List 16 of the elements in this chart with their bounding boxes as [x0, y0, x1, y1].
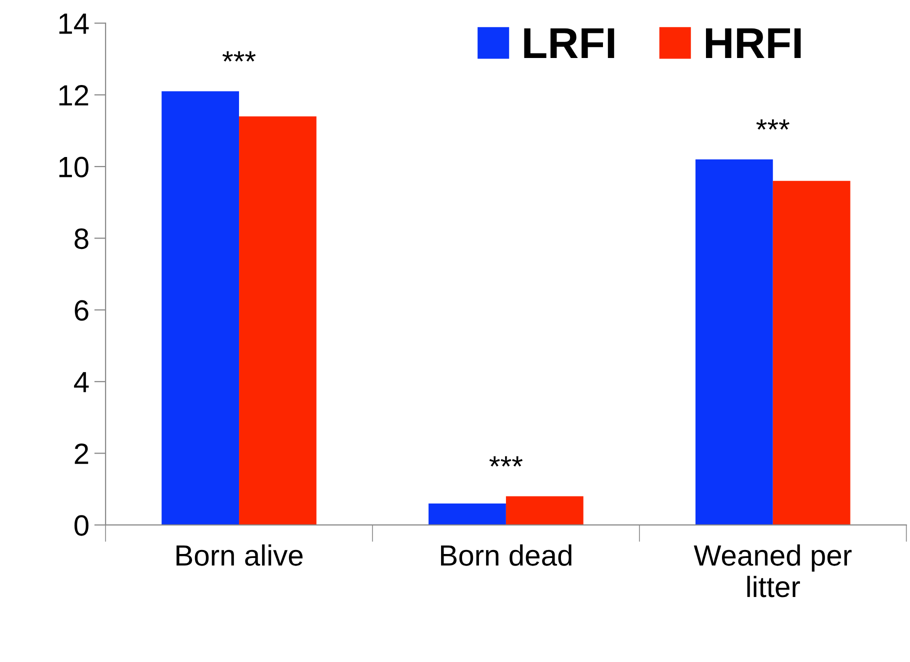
y-tick-label: 0: [74, 515, 88, 536]
legend-label: LRFI: [524, 28, 614, 58]
y-tick-label: 8: [74, 228, 88, 250]
x-tick-label: Born dead: [441, 544, 572, 566]
annotation: ***: [489, 456, 523, 467]
y-tick-label: 2: [74, 443, 88, 464]
y-tick-label: 4: [74, 372, 89, 392]
y-tick-label: 6: [74, 300, 88, 321]
x-tick-label: Weaned per litter: [694, 544, 852, 598]
y-tick-label: 12: [59, 85, 88, 106]
y-tick-label: 10: [59, 156, 88, 178]
legend-label: HRFI: [706, 28, 801, 58]
y-tick-label: 14: [59, 14, 89, 34]
annotation: ***: [222, 51, 256, 62]
x-tick-label: Born alive: [176, 544, 303, 566]
annotation: ***: [756, 119, 790, 130]
